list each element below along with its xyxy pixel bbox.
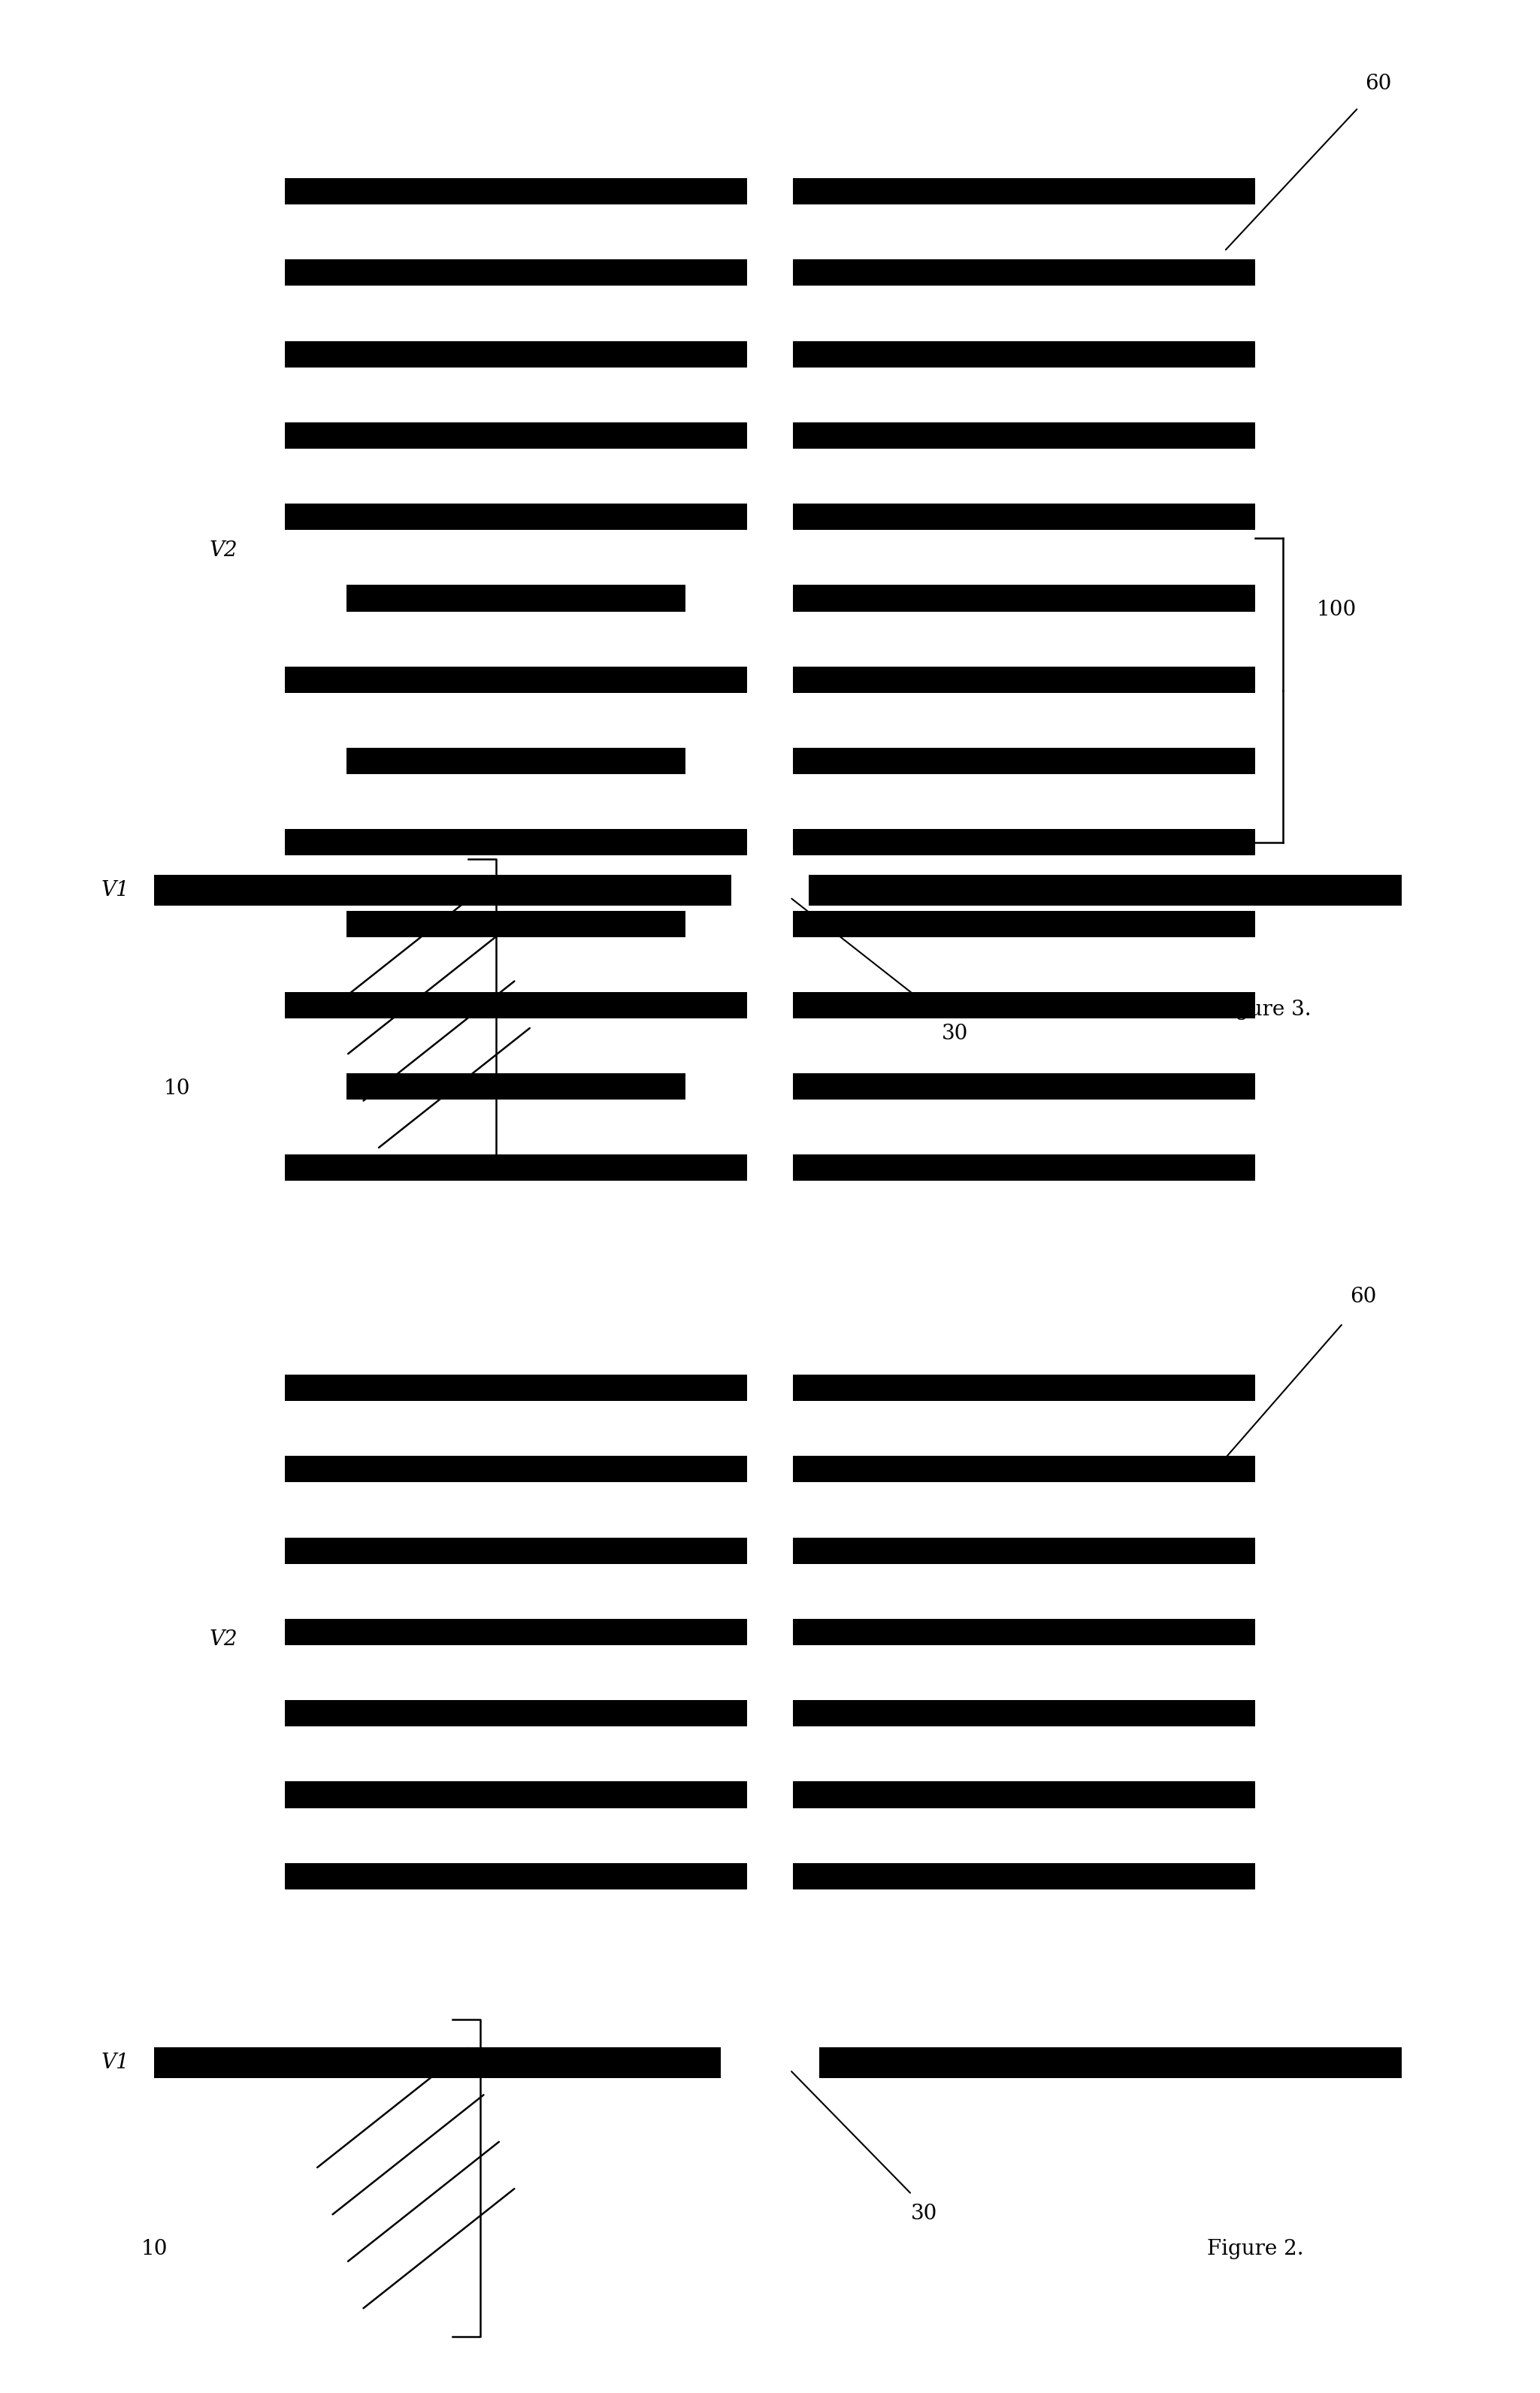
Bar: [347, 584, 685, 610]
Text: V2: V2: [209, 1630, 237, 1649]
Text: V1: V1: [102, 2053, 129, 2072]
Bar: [793, 505, 1255, 529]
Bar: [154, 873, 732, 905]
Bar: [285, 1864, 747, 1890]
Bar: [793, 258, 1255, 285]
Text: Figure 3.: Figure 3.: [1215, 1000, 1311, 1019]
Bar: [285, 1374, 747, 1400]
Bar: [793, 828, 1255, 854]
Bar: [793, 668, 1255, 694]
Bar: [285, 668, 747, 694]
Bar: [793, 1539, 1255, 1565]
Text: 30: 30: [941, 1024, 969, 1043]
Bar: [793, 1620, 1255, 1646]
Text: 30: 30: [910, 2204, 938, 2223]
Bar: [285, 1699, 747, 1728]
Text: 10: 10: [140, 2240, 168, 2259]
Bar: [793, 177, 1255, 203]
Bar: [793, 1072, 1255, 1098]
Bar: [285, 1539, 747, 1565]
Bar: [793, 1374, 1255, 1400]
Text: V2: V2: [209, 541, 237, 560]
Bar: [793, 1153, 1255, 1180]
Bar: [793, 991, 1255, 1017]
Bar: [793, 1864, 1255, 1890]
Bar: [793, 1780, 1255, 1809]
Bar: [793, 1455, 1255, 1481]
Bar: [793, 747, 1255, 775]
Bar: [809, 873, 1401, 905]
Text: 60: 60: [1349, 1287, 1377, 1307]
Text: Figure 2.: Figure 2.: [1207, 2240, 1303, 2259]
Bar: [285, 1620, 747, 1646]
Bar: [285, 421, 747, 447]
Bar: [285, 828, 747, 854]
Text: 10: 10: [163, 1079, 191, 1098]
Text: 60: 60: [1364, 74, 1392, 93]
Bar: [793, 1699, 1255, 1728]
Bar: [285, 1780, 747, 1809]
Bar: [285, 340, 747, 366]
Bar: [793, 584, 1255, 610]
Bar: [347, 1072, 685, 1098]
Bar: [793, 421, 1255, 447]
Bar: [285, 991, 747, 1017]
Bar: [819, 2046, 1401, 2077]
Bar: [793, 340, 1255, 366]
Bar: [793, 909, 1255, 936]
Bar: [347, 909, 685, 936]
Text: 100: 100: [1317, 601, 1357, 620]
Text: V1: V1: [102, 881, 129, 900]
Bar: [347, 747, 685, 775]
Bar: [285, 1455, 747, 1481]
Bar: [154, 2046, 721, 2077]
Bar: [285, 505, 747, 529]
Bar: [285, 1153, 747, 1180]
Bar: [285, 258, 747, 285]
Bar: [285, 177, 747, 203]
